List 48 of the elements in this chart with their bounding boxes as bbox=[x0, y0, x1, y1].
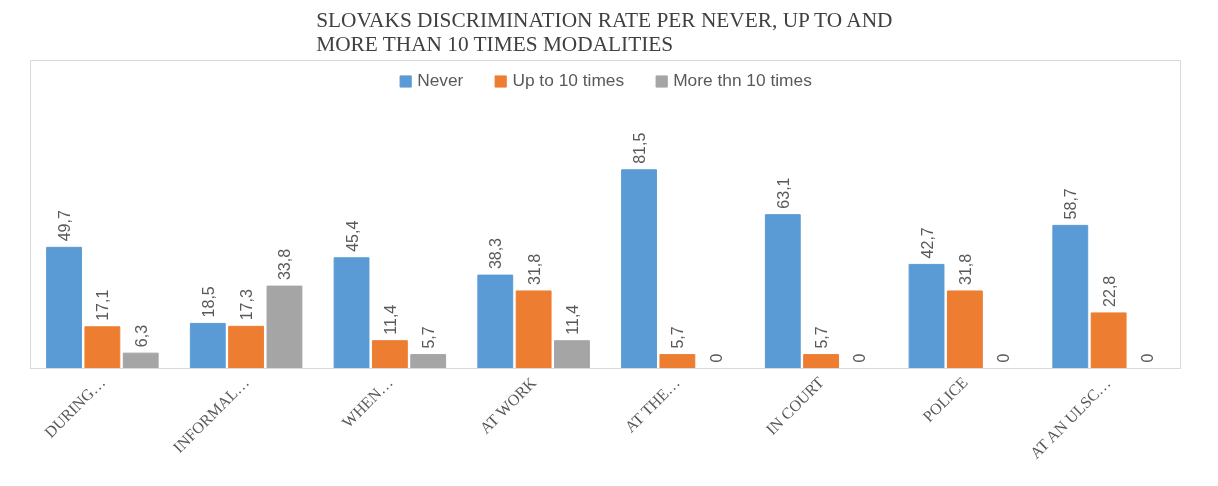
bar bbox=[621, 169, 657, 369]
data-label: 0 bbox=[851, 353, 869, 363]
bar bbox=[764, 214, 801, 369]
bar bbox=[189, 322, 226, 369]
data-label: 38,3 bbox=[487, 237, 505, 270]
data-label: 31,8 bbox=[956, 253, 974, 285]
data-label: 18,5 bbox=[199, 286, 217, 318]
data-label: 63,1 bbox=[774, 177, 792, 209]
bar bbox=[122, 352, 159, 369]
data-label: 49,7 bbox=[56, 210, 74, 242]
data-label: 81,5 bbox=[631, 132, 649, 164]
chart-title: SLOVAKS DISCRIMINATION RATE PER NEVER, UP TO AND MORE THAN 10 TIMES MODALITIES bbox=[316, 7, 893, 56]
data-label: 0 bbox=[995, 353, 1013, 363]
data-label: 0 bbox=[707, 353, 725, 363]
data-label: 45,4 bbox=[343, 220, 361, 252]
data-label: 11,4 bbox=[563, 304, 581, 335]
bar bbox=[333, 257, 370, 369]
bar bbox=[1090, 312, 1127, 369]
bar bbox=[659, 354, 696, 369]
data-label: 17,1 bbox=[94, 289, 112, 321]
bar bbox=[803, 354, 840, 369]
bar bbox=[554, 340, 590, 369]
data-label: 22,8 bbox=[1100, 275, 1118, 307]
data-label: 5,7 bbox=[813, 326, 831, 349]
data-label: 31,8 bbox=[525, 253, 543, 285]
legend-label: Up to 10 times bbox=[512, 70, 625, 91]
data-label: 0 bbox=[1138, 353, 1156, 363]
data-label: 17,3 bbox=[238, 289, 256, 321]
data-label: 42,7 bbox=[918, 227, 936, 259]
data-label: 11,4 bbox=[381, 304, 399, 335]
bar bbox=[1052, 224, 1089, 369]
legend-label: More thn 10 times bbox=[673, 70, 812, 91]
bar bbox=[908, 263, 945, 369]
bar bbox=[515, 290, 552, 369]
legend-label: Never bbox=[417, 70, 464, 91]
bar bbox=[228, 325, 265, 369]
bar bbox=[477, 274, 514, 369]
bar bbox=[946, 290, 983, 369]
data-label: 33,8 bbox=[276, 248, 294, 281]
data-label: 58,7 bbox=[1062, 188, 1080, 220]
bar bbox=[46, 246, 82, 369]
bar bbox=[371, 340, 408, 369]
bar bbox=[410, 354, 447, 369]
bar bbox=[84, 326, 121, 369]
data-label: 6,3 bbox=[132, 324, 150, 348]
data-label: 5,7 bbox=[420, 326, 438, 349]
data-label: 5,7 bbox=[669, 326, 687, 349]
bar bbox=[266, 285, 303, 369]
